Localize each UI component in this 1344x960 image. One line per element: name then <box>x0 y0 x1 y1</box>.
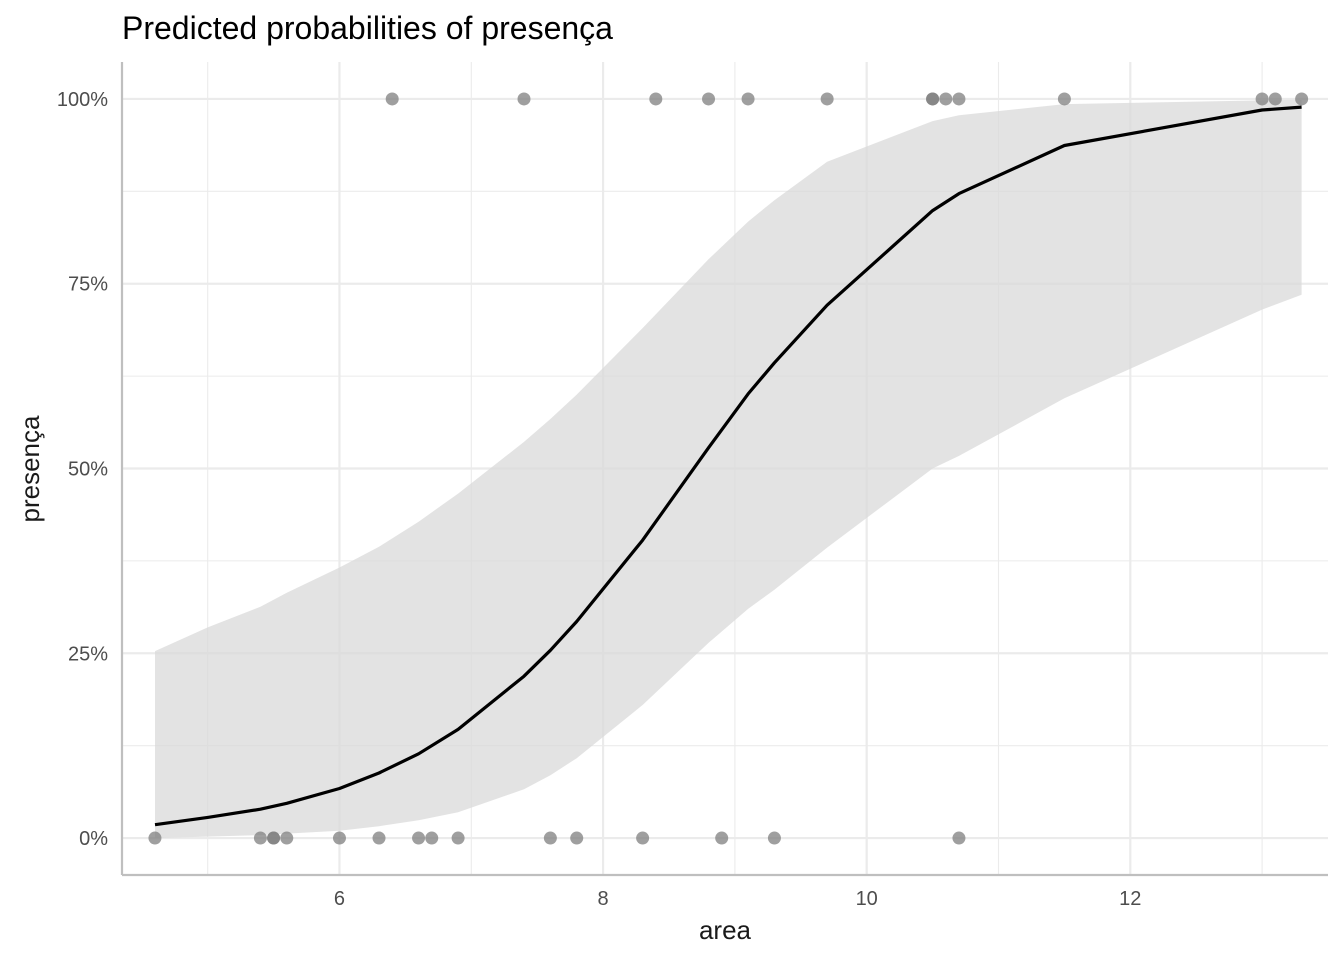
y-tick-label: 25% <box>68 643 108 665</box>
observation-point <box>1255 92 1269 106</box>
observation-point <box>425 831 439 845</box>
y-tick-label: 100% <box>57 89 108 111</box>
observation-point <box>267 831 281 845</box>
observation-point <box>412 831 426 845</box>
observation-point <box>649 92 663 106</box>
predicted-probability-line <box>154 105 1302 827</box>
chart-title: Predicted probabilities of presença <box>122 10 613 46</box>
observation-point <box>926 92 940 106</box>
observation-point <box>1268 92 1282 106</box>
prediction-line-layer <box>154 105 1302 827</box>
observation-point <box>570 831 584 845</box>
tick-labels: 6 8 10 12 0% 25% 50% 75% 100% <box>57 89 1142 910</box>
observation-point <box>636 831 650 845</box>
y-tick-label: 50% <box>68 459 108 481</box>
observation-point <box>451 831 465 845</box>
confidence-band-layer <box>155 99 1302 838</box>
observation-point <box>332 831 346 845</box>
observation-point <box>741 92 755 106</box>
confidence-band <box>155 99 1302 838</box>
observation-point <box>1057 92 1071 106</box>
y-tick-label: 0% <box>79 828 108 850</box>
x-tick-label: 12 <box>1119 888 1141 910</box>
x-tick-label: 6 <box>334 888 345 910</box>
observation-point <box>385 92 399 106</box>
observation-points-layer <box>148 92 1309 845</box>
observation-point <box>952 92 966 106</box>
x-axis-title: area <box>699 915 752 945</box>
observation-point <box>253 831 267 845</box>
observation-point <box>543 831 557 845</box>
observation-point <box>280 831 294 845</box>
observation-point <box>148 831 162 845</box>
axes <box>120 62 1328 877</box>
observation-point <box>702 92 716 106</box>
observation-point <box>767 831 781 845</box>
observation-point <box>715 831 729 845</box>
observation-point <box>939 92 953 106</box>
y-tick-label: 75% <box>68 274 108 296</box>
observation-point <box>517 92 531 106</box>
x-tick-label: 10 <box>856 888 878 910</box>
observation-point <box>820 92 834 106</box>
observation-point <box>952 831 966 845</box>
observation-point <box>372 831 386 845</box>
observation-point <box>1295 92 1309 106</box>
x-tick-label: 8 <box>598 888 609 910</box>
y-axis-title: presença <box>15 415 45 522</box>
